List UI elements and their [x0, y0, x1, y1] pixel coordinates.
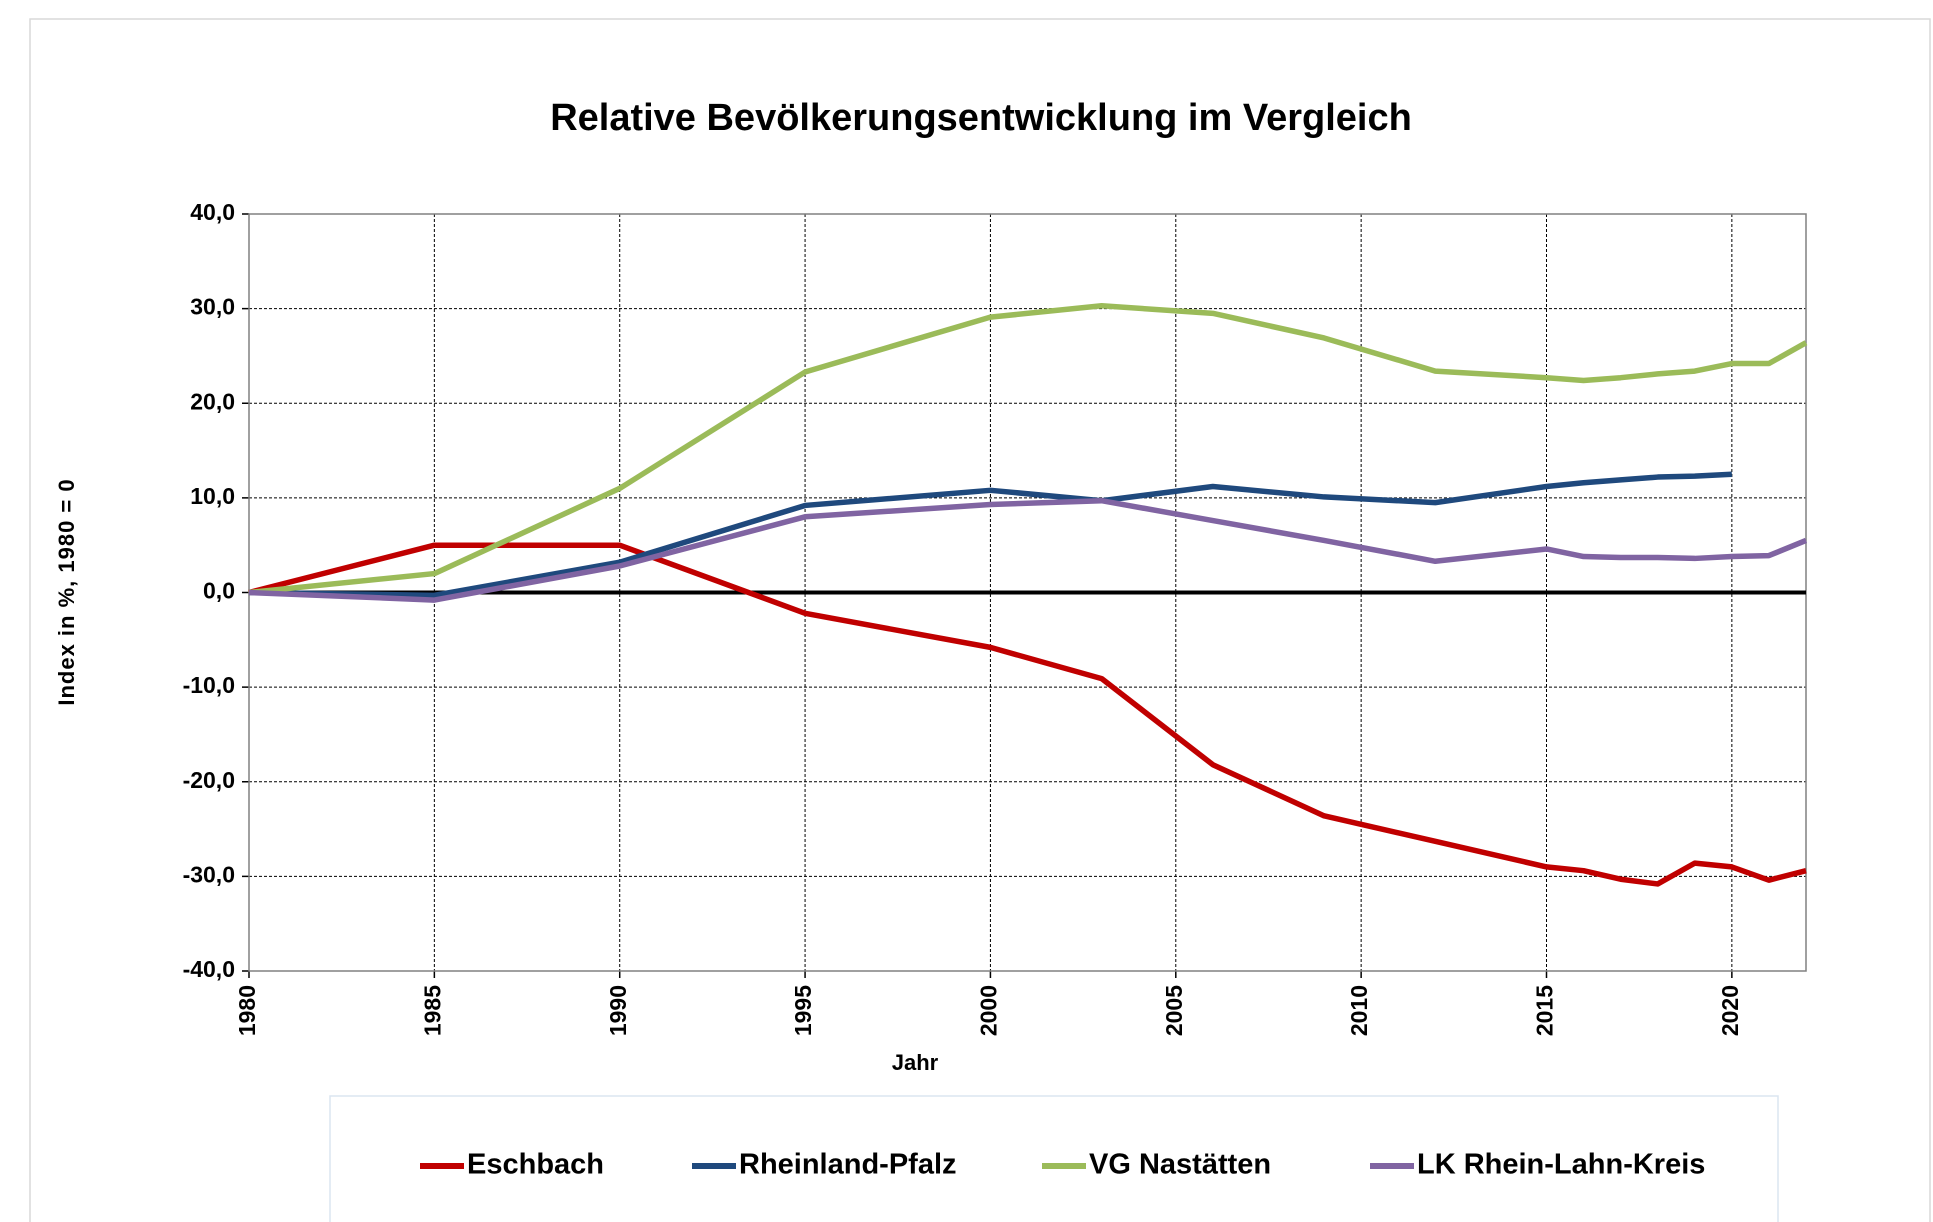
legend-label: Eschbach — [467, 1149, 604, 1181]
chart-title: Relative Bevölkerungsentwicklung im Verg… — [550, 97, 1412, 139]
legend-label: VG Nastätten — [1089, 1149, 1271, 1181]
x-tick-label: 2010 — [1346, 985, 1372, 1036]
y-tick-label: 10,0 — [190, 483, 235, 509]
y-tick-label: 30,0 — [190, 294, 235, 320]
series-line — [248, 497, 1808, 603]
y-tick-label: -20,0 — [183, 767, 235, 793]
x-tick-label: 2000 — [976, 985, 1002, 1036]
series-line — [248, 542, 1807, 887]
y-tick-label: 40,0 — [190, 199, 235, 225]
x-tick-label: 1990 — [605, 985, 631, 1036]
legend-label: LK Rhein-Lahn-Kreis — [1417, 1149, 1705, 1181]
y-tick-label: -30,0 — [183, 861, 235, 887]
x-axis-label: Jahr — [892, 1050, 939, 1075]
y-tick-label: 20,0 — [190, 388, 235, 414]
x-tick-label: 2005 — [1161, 985, 1187, 1036]
x-tick-label: 2020 — [1717, 985, 1743, 1036]
x-tick-label: 2015 — [1532, 985, 1558, 1036]
series-line — [248, 471, 1733, 599]
legend-box — [329, 1095, 1779, 1222]
legend-label: Rheinland-Pfalz — [739, 1149, 957, 1181]
x-tick-label: 1980 — [234, 985, 260, 1036]
y-tick-label: -10,0 — [183, 672, 235, 698]
y-axis-label: Index in %, 1980 = 0 — [54, 478, 79, 705]
x-tick-label: 1995 — [790, 985, 816, 1036]
series-line — [248, 303, 1808, 596]
x-tick-label: 1985 — [419, 985, 445, 1036]
y-tick-label: -40,0 — [183, 956, 235, 982]
y-tick-label: 0,0 — [203, 578, 235, 604]
